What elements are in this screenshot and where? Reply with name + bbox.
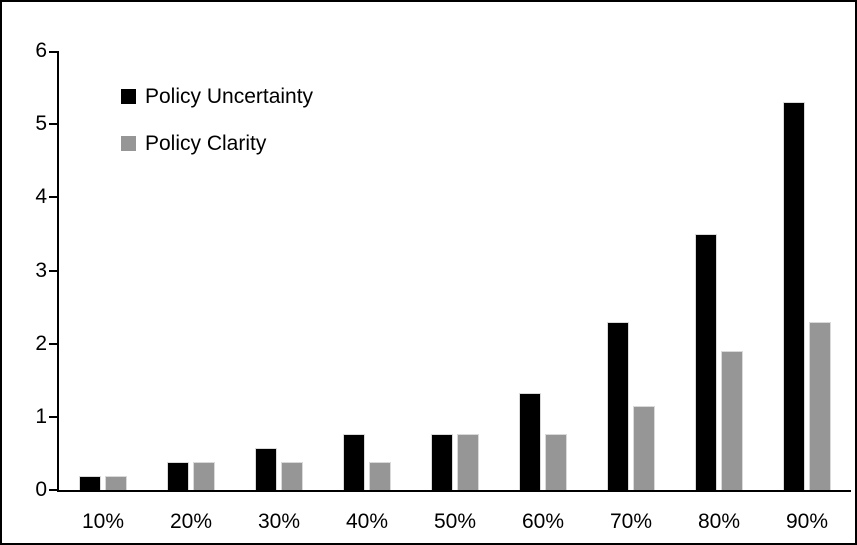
bar-policy-clarity-10% xyxy=(105,476,127,490)
bar-pair-40% xyxy=(323,51,411,490)
bar-pair-90% xyxy=(763,51,851,490)
x-tick-label-40%: 40% xyxy=(345,510,389,533)
bar-policy-clarity-90% xyxy=(809,322,831,490)
x-tick-label-80%: 80% xyxy=(697,510,741,533)
x-tick-label-90%: 90% xyxy=(785,510,829,533)
y-tick-mark-4 xyxy=(49,196,57,198)
y-tick-mark-2 xyxy=(49,343,57,345)
bar-group-10%: 10% xyxy=(59,51,147,533)
legend-swatch-icon xyxy=(121,136,136,151)
y-tick-mark-1 xyxy=(49,416,57,418)
bar-pair-30% xyxy=(235,51,323,490)
y-tick-label-0: 0 xyxy=(35,478,47,501)
y-tick-label-4: 4 xyxy=(35,185,47,208)
bar-pair-10% xyxy=(59,51,147,490)
legend-item-policy-uncertainty: Policy Uncertainty xyxy=(121,84,313,109)
bar-policy-uncertainty-40% xyxy=(343,434,365,490)
y-tick-mark-5 xyxy=(49,123,57,125)
y-tick-mark-6 xyxy=(49,51,57,53)
legend: Policy Uncertainty Policy Clarity xyxy=(121,84,313,178)
x-tick-label-70%: 70% xyxy=(609,510,653,533)
plot-area: 0 1 2 3 4 5 6 10% 20% 30% 40% 50% 60% 70% 80% 90% Poli… xyxy=(35,39,851,533)
bar-group-60%: 60% xyxy=(499,51,587,533)
bar-pair-70% xyxy=(587,51,675,490)
y-tick-label-2: 2 xyxy=(35,332,47,355)
x-tick-label-10%: 10% xyxy=(81,510,125,533)
x-tick-label-60%: 60% xyxy=(521,510,565,533)
bar-group-40%: 40% xyxy=(323,51,411,533)
x-tick-label-20%: 20% xyxy=(169,510,213,533)
bar-group-90%: 90% xyxy=(763,51,851,533)
bar-group-30%: 30% xyxy=(235,51,323,533)
bar-policy-clarity-80% xyxy=(721,351,743,490)
bar-policy-clarity-30% xyxy=(281,462,303,490)
legend-label: Policy Uncertainty xyxy=(145,85,314,108)
bar-policy-clarity-60% xyxy=(545,434,567,490)
bar-group-50%: 50% xyxy=(411,51,499,533)
bar-policy-clarity-20% xyxy=(193,462,215,490)
bar-policy-uncertainty-10% xyxy=(79,476,101,490)
bar-policy-clarity-70% xyxy=(633,406,655,490)
y-tick-label-6: 6 xyxy=(35,39,47,62)
x-tick-label-30%: 30% xyxy=(257,510,301,533)
bar-policy-clarity-40% xyxy=(369,462,391,490)
bar-pair-80% xyxy=(675,51,763,490)
bar-policy-uncertainty-30% xyxy=(255,448,277,490)
bar-group-70%: 70% xyxy=(587,51,675,533)
y-tick-label-5: 5 xyxy=(35,112,47,135)
y-tick-label-1: 1 xyxy=(35,405,47,428)
bar-pair-20% xyxy=(147,51,235,490)
y-tick-mark-3 xyxy=(49,270,57,272)
x-tick-label-50%: 50% xyxy=(433,510,477,533)
bar-pair-50% xyxy=(411,51,499,490)
bar-policy-clarity-50% xyxy=(457,434,479,490)
bar-policy-uncertainty-80% xyxy=(695,234,717,490)
legend-swatch-icon xyxy=(121,89,136,104)
bar-pair-60% xyxy=(499,51,587,490)
y-tick-label-3: 3 xyxy=(35,259,47,282)
y-tick-mark-0 xyxy=(49,489,57,491)
bar-policy-uncertainty-60% xyxy=(519,393,541,490)
bar-policy-uncertainty-20% xyxy=(167,462,189,490)
legend-item-policy-clarity: Policy Clarity xyxy=(121,131,313,156)
bar-policy-uncertainty-50% xyxy=(431,434,453,490)
bar-group-20%: 20% xyxy=(147,51,235,533)
legend-label: Policy Clarity xyxy=(145,132,267,155)
bar-policy-uncertainty-70% xyxy=(607,322,629,490)
bar-policy-uncertainty-90% xyxy=(783,102,805,490)
bar-group-80%: 80% xyxy=(675,51,763,533)
